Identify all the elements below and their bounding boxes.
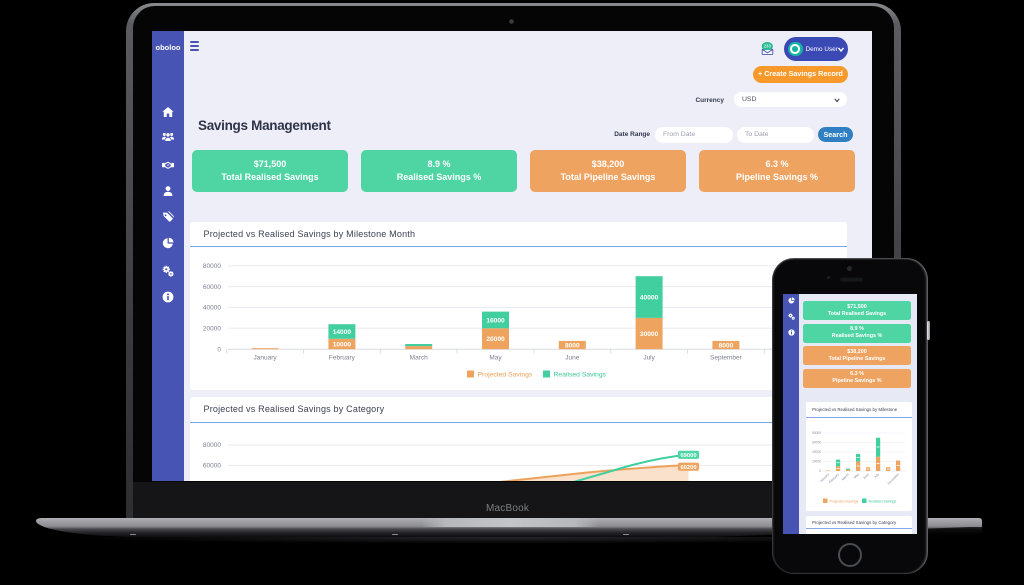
svg-text:0: 0 (217, 346, 221, 353)
svg-text:20000: 20000 (812, 460, 821, 464)
svg-text:January: January (253, 355, 277, 362)
svg-text:233: 233 (764, 44, 772, 49)
svg-text:May: May (853, 472, 860, 479)
svg-text:10000: 10000 (332, 341, 351, 348)
svg-text:February: February (828, 472, 840, 484)
svg-text:Projected Savings: Projected Savings (830, 500, 859, 504)
svg-text:8000: 8000 (718, 342, 733, 349)
svg-text:60000: 60000 (202, 284, 220, 291)
svg-text:December: December (887, 472, 901, 486)
svg-text:July: July (873, 472, 880, 479)
svg-text:June: June (862, 472, 870, 480)
svg-text:Realised Savings: Realised Savings (869, 500, 897, 504)
svg-text:40000: 40000 (202, 305, 220, 312)
svg-text:40000: 40000 (639, 294, 658, 301)
svg-text:69000: 69000 (680, 453, 696, 459)
svg-text:20000: 20000 (486, 336, 505, 343)
svg-text:September: September (710, 355, 743, 362)
svg-text:June: June (565, 355, 579, 362)
svg-text:February: February (328, 355, 355, 362)
svg-text:March: March (409, 355, 427, 362)
svg-text:May: May (489, 355, 502, 362)
svg-text:Projected Savings: Projected Savings (477, 372, 532, 379)
svg-text:80000: 80000 (202, 442, 220, 449)
svg-text:20000: 20000 (202, 326, 220, 333)
svg-text:40000: 40000 (812, 450, 821, 454)
svg-text:80000: 80000 (812, 431, 821, 435)
svg-text:60200: 60200 (680, 464, 696, 470)
svg-text:16000: 16000 (486, 317, 505, 324)
svg-text:0: 0 (819, 469, 821, 473)
svg-text:60000: 60000 (202, 462, 220, 469)
svg-text:8000: 8000 (564, 342, 579, 349)
svg-text:30000: 30000 (639, 331, 658, 338)
svg-text:Realised Savings: Realised Savings (553, 372, 606, 379)
svg-text:January: January (819, 472, 830, 483)
svg-text:14000: 14000 (332, 329, 351, 336)
svg-text:July: July (643, 355, 655, 362)
svg-text:80000: 80000 (202, 263, 220, 270)
svg-text:60000: 60000 (812, 441, 821, 445)
svg-text:March: March (841, 472, 850, 481)
